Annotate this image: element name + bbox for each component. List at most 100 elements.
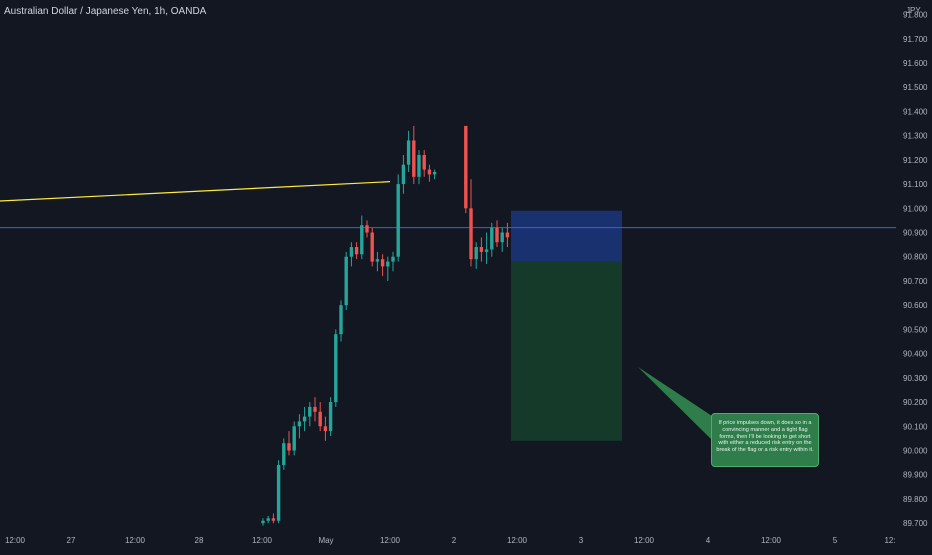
candle xyxy=(261,518,265,526)
candle-body xyxy=(344,256,348,306)
x-tick-label: 12:00 xyxy=(507,536,528,545)
candle-body xyxy=(412,140,416,177)
candle-body xyxy=(375,259,380,262)
candle-body xyxy=(370,232,374,262)
trend-line xyxy=(0,181,391,202)
reward-zone xyxy=(511,261,622,441)
candle-body xyxy=(380,259,385,267)
candle-body xyxy=(261,520,265,524)
candle xyxy=(370,227,374,267)
candle-body xyxy=(396,184,400,257)
candle-body xyxy=(365,225,369,233)
candle xyxy=(464,125,468,214)
candle xyxy=(401,155,406,194)
candle xyxy=(495,220,499,248)
candle xyxy=(297,414,302,439)
candle-body xyxy=(266,518,270,521)
candle-body xyxy=(354,247,359,255)
candle xyxy=(354,242,359,260)
candle xyxy=(469,179,473,267)
candle xyxy=(474,242,478,269)
candle-body xyxy=(313,406,317,412)
y-tick-label: 89.900 xyxy=(903,471,928,480)
candle-body xyxy=(401,164,406,185)
chart-title: Australian Dollar / Japanese Yen, 1h, OA… xyxy=(4,6,207,17)
candle-body xyxy=(422,155,426,170)
candle-body xyxy=(469,208,473,260)
y-tick-label: 90.800 xyxy=(903,253,928,262)
candle-body xyxy=(323,426,328,432)
candle-body xyxy=(349,247,354,257)
y-tick-label: 90.700 xyxy=(903,277,928,286)
candle-body xyxy=(308,406,312,417)
x-tick-label: 2 xyxy=(452,536,457,545)
candle xyxy=(349,242,354,267)
candle-body xyxy=(287,443,291,451)
candle-body xyxy=(386,261,390,267)
candle xyxy=(386,256,390,281)
candle xyxy=(334,329,338,407)
candle-body xyxy=(406,140,411,165)
candle-body xyxy=(464,125,468,209)
candle-body xyxy=(292,426,296,451)
candle-body xyxy=(490,227,494,250)
candle xyxy=(479,237,484,262)
candle-body xyxy=(297,421,302,427)
candle-body xyxy=(271,518,276,521)
candle xyxy=(339,300,343,342)
candle xyxy=(365,220,369,238)
candle xyxy=(490,222,494,257)
x-tick-label: 12:00 xyxy=(125,536,146,545)
x-tick-label: 12:00 xyxy=(634,536,655,545)
candle xyxy=(308,402,312,427)
candle-body xyxy=(479,247,484,252)
x-tick-label: 12:00 xyxy=(380,536,401,545)
y-tick-label: 89.700 xyxy=(903,519,928,528)
candle xyxy=(287,431,291,456)
candle xyxy=(396,174,400,262)
candle xyxy=(417,150,421,185)
x-tick-label: 12:00 xyxy=(761,536,782,545)
candle-body xyxy=(417,155,421,177)
candle xyxy=(406,130,411,172)
candle xyxy=(323,416,328,441)
y-tick-label: 91.700 xyxy=(903,35,928,44)
candle xyxy=(422,150,426,177)
candle-body xyxy=(318,411,322,427)
y-tick-label: 90.200 xyxy=(903,398,928,407)
x-tick-label: 28 xyxy=(195,536,204,545)
candle xyxy=(412,125,416,185)
y-tick-label: 91.000 xyxy=(903,204,928,213)
annotation-callout[interactable]: If price impulses down, it does so in a … xyxy=(711,413,819,467)
candle-body xyxy=(360,225,364,255)
y-tick-label: 91.600 xyxy=(903,59,928,68)
candle xyxy=(344,251,348,311)
y-tick-label: 91.100 xyxy=(903,180,928,189)
y-tick-label: 91.400 xyxy=(903,107,928,116)
candle-body xyxy=(276,465,281,521)
candle xyxy=(302,406,307,432)
y-tick-label: 91.500 xyxy=(903,83,928,92)
candle xyxy=(292,421,296,456)
candle xyxy=(427,164,432,182)
candle-body xyxy=(427,169,432,175)
candle xyxy=(318,402,322,432)
candle-body xyxy=(432,171,437,175)
candle xyxy=(282,438,286,470)
candle-body xyxy=(339,305,343,335)
x-tick-label: May xyxy=(318,536,333,545)
y-tick-label: 90.600 xyxy=(903,301,928,310)
candle-body xyxy=(328,402,333,432)
x-tick-label: 12:00 xyxy=(252,536,273,545)
candle xyxy=(328,397,333,436)
x-tick-label: 27 xyxy=(67,536,76,545)
candle xyxy=(500,227,504,252)
currency-label: JPY xyxy=(906,6,921,15)
annotation-text: If price impulses down, it does so in a … xyxy=(716,420,814,454)
y-tick-label: 90.400 xyxy=(903,350,928,359)
candle xyxy=(360,215,364,260)
candle-body xyxy=(282,443,286,466)
candle-body xyxy=(495,227,499,243)
